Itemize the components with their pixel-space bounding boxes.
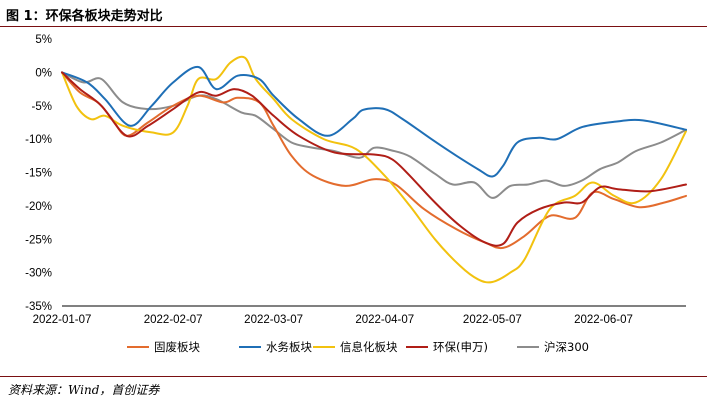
y-tick-label: -20% xyxy=(25,201,52,213)
footer-rule xyxy=(0,376,707,377)
series-line-1 xyxy=(61,71,687,250)
series-line-2 xyxy=(61,65,687,178)
y-tick-label: -10% xyxy=(25,134,52,146)
chart-series xyxy=(61,55,687,284)
header-rule xyxy=(0,26,707,27)
legend-label: 环保(申万) xyxy=(433,340,488,354)
y-tick-label: -15% xyxy=(25,168,52,180)
y-tick-label: 0% xyxy=(35,67,52,79)
legend-label: 固废板块 xyxy=(154,340,200,354)
legend-label: 水务板块 xyxy=(266,340,312,354)
x-tick-label: 2022-06-07 xyxy=(574,314,633,326)
y-tick-label: -30% xyxy=(25,268,52,280)
x-tick-label: 2022-02-07 xyxy=(144,314,203,326)
y-tick-label: -35% xyxy=(25,301,52,313)
series-line-3 xyxy=(61,55,687,284)
legend-label: 沪深300 xyxy=(544,340,589,354)
legend-label: 信息化板块 xyxy=(340,340,398,354)
figure-title: 图 1：环保各板块走势对比 xyxy=(6,9,163,24)
x-tick-label: 2022-04-07 xyxy=(355,314,414,326)
y-tick-label: -5% xyxy=(32,101,52,113)
x-tick-label: 2022-03-07 xyxy=(244,314,303,326)
chart-legend: 固废板块 水务板块 信息化板块 环保(申万) 沪深300 xyxy=(127,340,589,354)
chart-axes: 5% 0% -5% -10% -15% -20% -25% -30% -35%2022-01-0… xyxy=(25,34,686,326)
x-tick-label: 2022-05-07 xyxy=(463,314,522,326)
y-tick-label: 5% xyxy=(35,34,52,46)
x-tick-label: 2022-01-07 xyxy=(33,314,92,326)
source-note: 资料来源：Wind，首创证券 xyxy=(8,383,160,397)
line-chart: 5% 0% -5% -10% -15% -20% -25% -30% -35%2022-01-0… xyxy=(25,34,687,354)
y-tick-label: -25% xyxy=(25,234,52,246)
series-line-4 xyxy=(61,71,687,247)
